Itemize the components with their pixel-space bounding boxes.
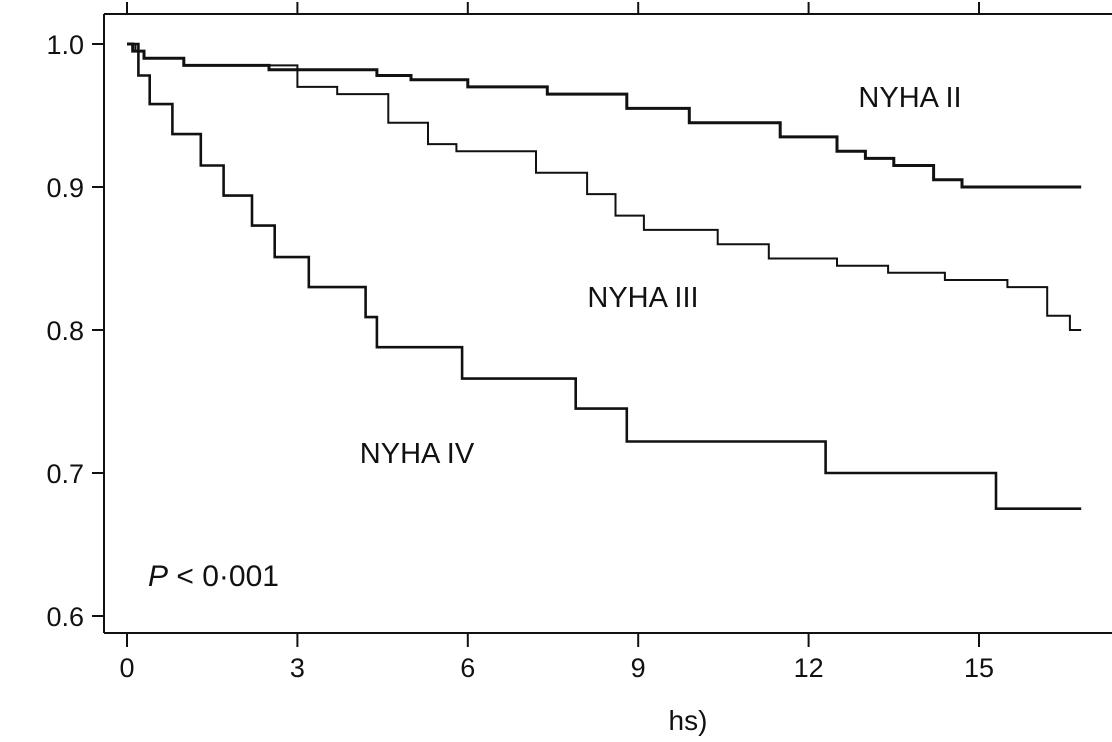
series-line-nyha-iv — [127, 42, 1082, 510]
series-labels: NYHA II NYHA III NYHA IV — [360, 82, 962, 470]
y-tick-label: 0.6 — [46, 602, 84, 632]
y-axis-ticks: 0.6 0.7 0.8 0.9 1.0 — [46, 30, 104, 632]
series-label-nyha-iii: NYHA III — [587, 282, 698, 314]
series-label-nyha-iv: NYHA IV — [360, 438, 475, 470]
y-tick-label: 1.0 — [46, 30, 84, 60]
x-tick-label: 0 — [119, 653, 134, 683]
plot-frame — [103, 13, 1112, 634]
series-label-nyha-ii: NYHA II — [858, 82, 961, 114]
series-line-nyha-iii — [127, 43, 1082, 331]
x-axis-ticks: 0 3 6 9 12 15 — [119, 2, 994, 683]
x-tick-label: 15 — [964, 653, 994, 683]
p-value-text: < 0·001 — [168, 560, 279, 593]
p-value-annotation: P < 0·001 — [148, 560, 279, 593]
x-tick-label: 6 — [460, 653, 475, 683]
x-tick-label: 12 — [794, 653, 824, 683]
y-tick-label: 0.7 — [46, 459, 84, 489]
p-symbol: P — [148, 560, 168, 593]
x-axis-label: hs) — [669, 705, 708, 736]
x-tick-label: 9 — [631, 653, 646, 683]
y-tick-label: 0.9 — [46, 173, 84, 203]
x-tick-label: 3 — [290, 653, 305, 683]
series-lines — [127, 42, 1082, 510]
y-tick-label: 0.8 — [46, 316, 84, 346]
